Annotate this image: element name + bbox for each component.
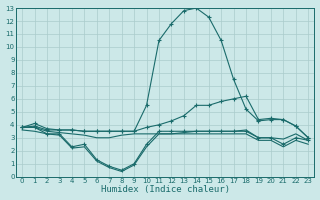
X-axis label: Humidex (Indice chaleur): Humidex (Indice chaleur) [101, 185, 230, 194]
